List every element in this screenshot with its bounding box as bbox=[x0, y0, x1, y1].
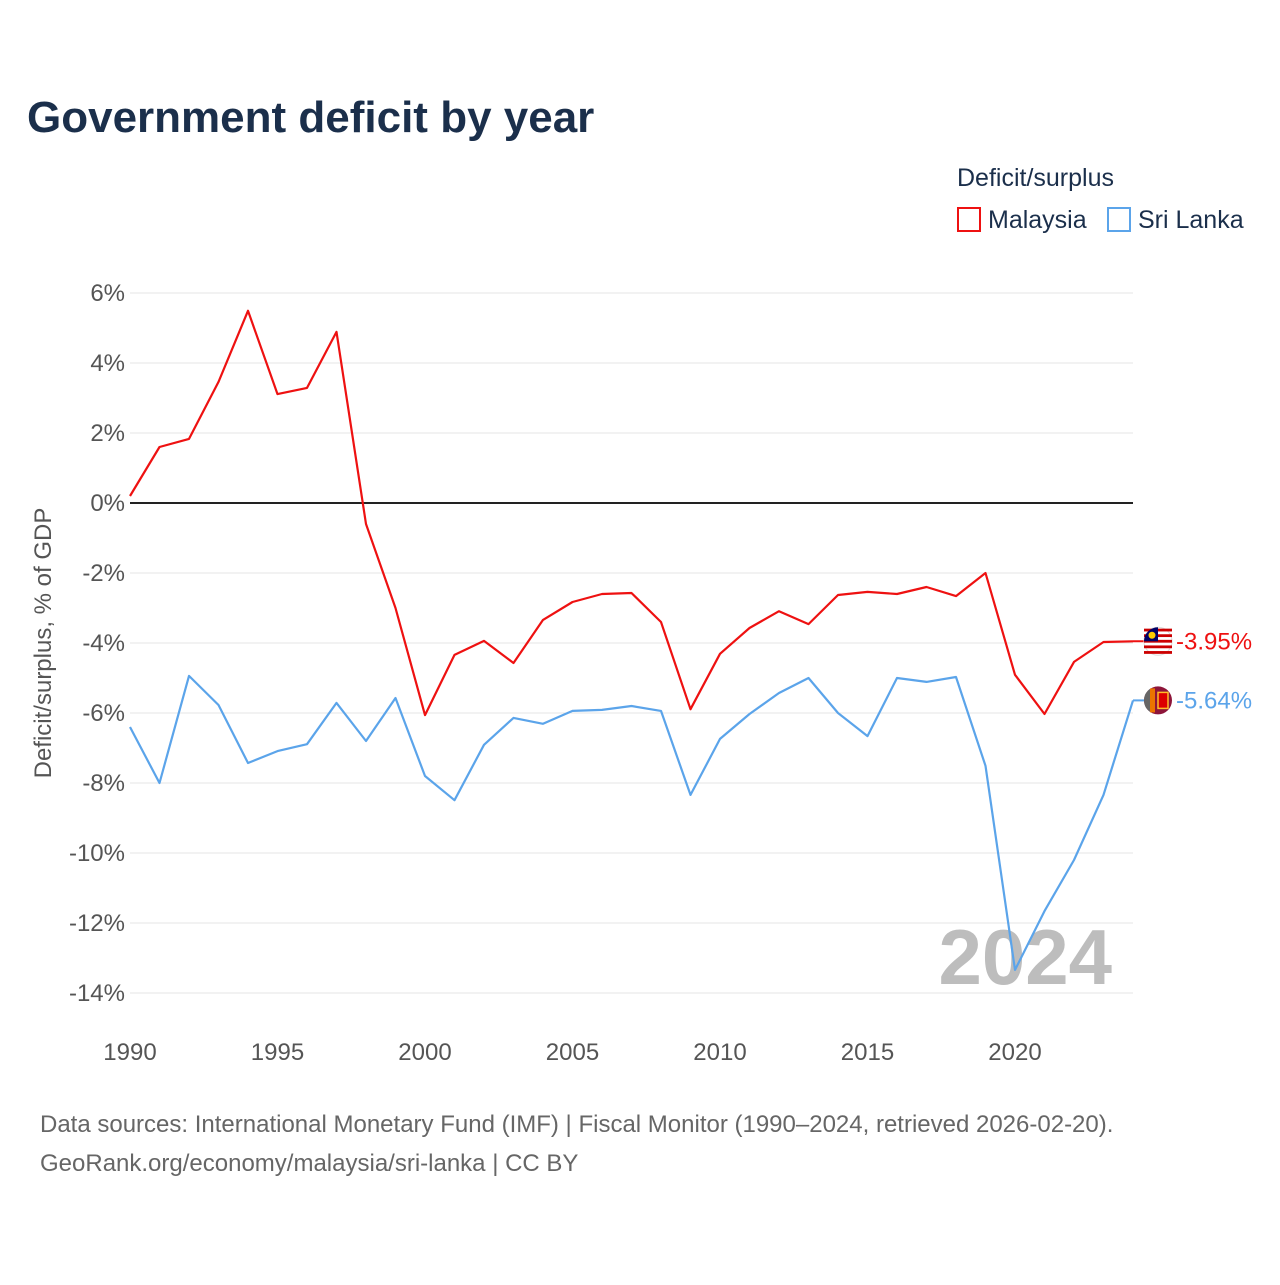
y-axis-ticks: 6% 4% 2% 0% -2% -4% -6% -8% -10% -12% -14% bbox=[69, 280, 125, 1007]
flag-left-band bbox=[1144, 688, 1150, 712]
y-axis-label: Deficit/surplus, % of GDP bbox=[30, 508, 57, 779]
legend-item-sri-lanka: Sri Lanka bbox=[1107, 206, 1244, 234]
legend-label: Sri Lanka bbox=[1138, 206, 1244, 234]
series-line-sri-lanka bbox=[129, 674, 1135, 972]
legend: Malaysia Sri Lanka bbox=[957, 206, 1244, 234]
flag-icon-malaysia bbox=[1143, 626, 1173, 656]
y-tick-label: 2% bbox=[90, 420, 125, 447]
flag-stripe bbox=[1144, 645, 1172, 649]
y-tick-label: -10% bbox=[69, 840, 125, 867]
x-tick-label: 2010 bbox=[693, 1039, 746, 1066]
legend-label: Malaysia bbox=[988, 206, 1087, 234]
end-label-value: -3.95% bbox=[1176, 628, 1252, 655]
legend-title: Deficit/surplus bbox=[957, 164, 1114, 192]
footer-source: Data sources: International Monetary Fun… bbox=[40, 1111, 1113, 1138]
flag-icon-sri-lanka bbox=[1144, 686, 1172, 715]
chart-title: Government deficit by year bbox=[27, 93, 594, 142]
series-line-malaysia bbox=[129, 309, 1134, 717]
legend-swatch bbox=[957, 207, 981, 232]
gridlines bbox=[130, 292, 1133, 994]
y-tick-label: -6% bbox=[82, 700, 125, 727]
x-tick-label: 2005 bbox=[546, 1039, 599, 1066]
flag-orange-band bbox=[1150, 688, 1155, 713]
y-tick-label: -14% bbox=[69, 980, 125, 1007]
y-tick-label: 4% bbox=[90, 350, 125, 377]
flag-lion-panel bbox=[1157, 691, 1169, 710]
x-tick-label: 2000 bbox=[398, 1039, 451, 1066]
footer-link[interactable]: GeoRank.org/economy/malaysia/sri-lanka |… bbox=[40, 1150, 578, 1177]
x-tick-label: 2015 bbox=[841, 1039, 894, 1066]
year-watermark: 2024 bbox=[938, 913, 1112, 1001]
x-axis-ticks: 1990 1995 2000 2005 2010 2015 2020 bbox=[103, 1039, 1041, 1066]
x-tick-label: 1995 bbox=[251, 1039, 304, 1066]
y-tick-label: -4% bbox=[82, 630, 125, 657]
legend-item-malaysia: Malaysia bbox=[957, 206, 1087, 234]
series-lines bbox=[129, 309, 1135, 972]
y-tick-label: -2% bbox=[82, 560, 125, 587]
x-tick-label: 1990 bbox=[103, 1039, 156, 1066]
y-tick-label: -8% bbox=[82, 770, 125, 797]
y-tick-label: 6% bbox=[90, 280, 125, 307]
end-label-value: -5.64% bbox=[1176, 687, 1252, 714]
end-labels: -3.95% -5.64% bbox=[1133, 626, 1252, 715]
flag-stripe bbox=[1144, 651, 1172, 654]
legend-swatch bbox=[1107, 207, 1131, 232]
x-tick-label: 2020 bbox=[988, 1039, 1041, 1066]
y-tick-label: 0% bbox=[90, 490, 125, 517]
y-tick-label: -12% bbox=[69, 910, 125, 937]
flag-crescent bbox=[1148, 631, 1156, 639]
